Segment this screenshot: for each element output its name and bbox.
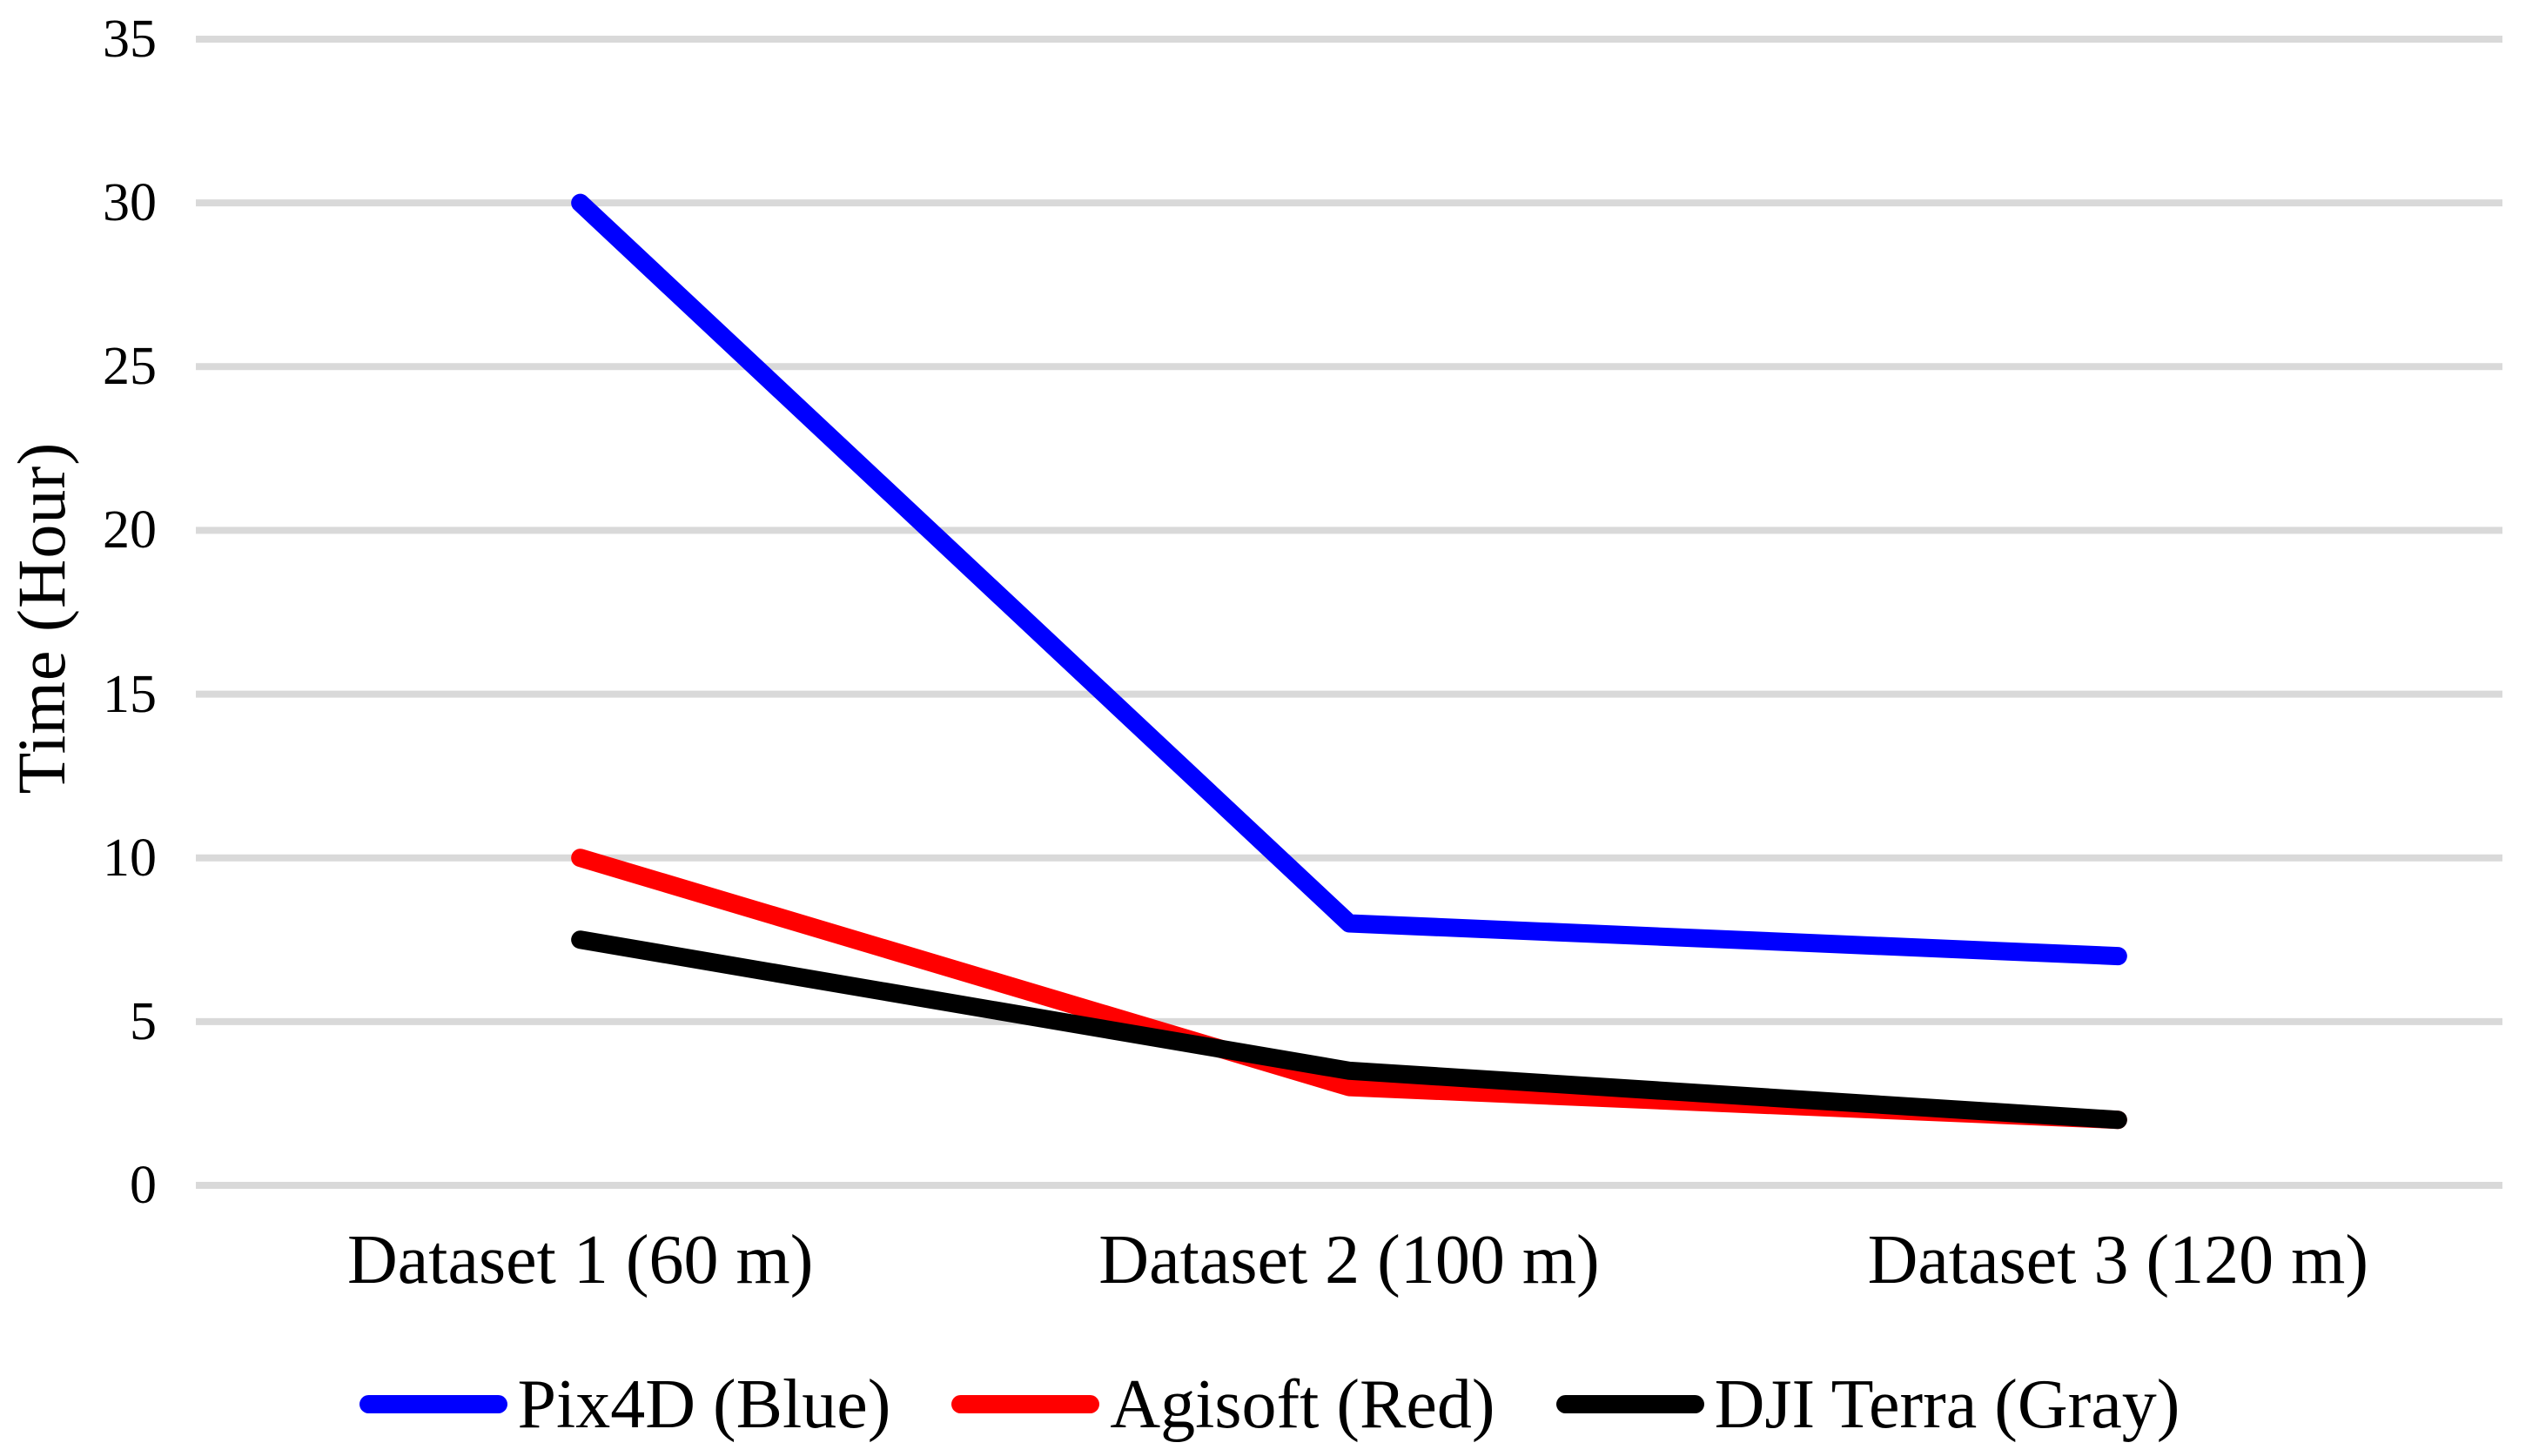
- legend-swatch-agisoft-red: [951, 1395, 1100, 1413]
- y-tick-label-0: 0: [130, 1156, 157, 1215]
- y-tick-label-35: 35: [103, 10, 157, 69]
- y-tick-label-25: 25: [103, 337, 157, 397]
- legend-label-dji-terra-gray: DJI Terra (Gray): [1714, 1365, 2180, 1443]
- legend-item-pix4d-blue: Pix4D (Blue): [359, 1365, 891, 1443]
- x-tick-label-dataset-1-60-m: Dataset 1 (60 m): [346, 1222, 814, 1298]
- legend-item-agisoft-red: Agisoft (Red): [951, 1370, 1495, 1439]
- y-tick-label-10: 10: [103, 828, 157, 888]
- x-tick-label-dataset-2-100-m: Dataset 2 (100 m): [1098, 1222, 1600, 1298]
- y-tick-label-5: 5: [130, 991, 157, 1051]
- y-tick-label-20: 20: [103, 500, 157, 560]
- series-line-dji-terra-gray: [571, 930, 2127, 1130]
- plot-area: [196, 36, 2502, 1189]
- legend-label-pix4d-blue: Pix4D (Blue): [517, 1365, 891, 1443]
- x-axis-labels: Dataset 1 (60 m) Dataset 2 (100 m) Dataset…: [196, 1220, 2502, 1300]
- legend-swatch-pix4d-blue: [359, 1395, 507, 1413]
- legend-swatch-dji-terra-gray: [1555, 1395, 1704, 1413]
- series-line-agisoft-red: [571, 849, 2127, 1130]
- legend: Pix4D (Blue) Agisoft (Red) DJI Terra (Gray…: [0, 1354, 2539, 1454]
- legend-label-agisoft-red: Agisoft (Red): [1110, 1365, 1495, 1443]
- y-axis-tick-labels: 0 5 10 15 20 25 30 35: [0, 12, 157, 1212]
- y-tick-label-15: 15: [103, 664, 157, 724]
- y-tick-label-30: 30: [103, 173, 157, 233]
- x-tick-label-dataset-3-120-m: Dataset 3 (120 m): [1867, 1222, 2369, 1298]
- legend-item-dji-terra-gray: DJI Terra (Gray): [1555, 1365, 2180, 1443]
- series-line-pix4d-blue: [571, 193, 2127, 966]
